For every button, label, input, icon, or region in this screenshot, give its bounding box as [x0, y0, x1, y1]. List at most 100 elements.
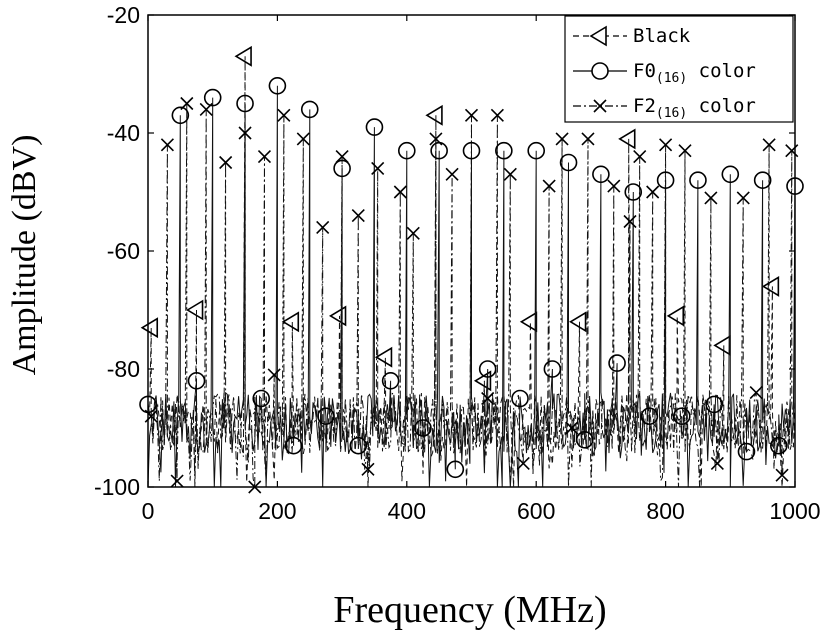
marker-s2-33 [689, 171, 707, 189]
marker-s3-43 [785, 144, 799, 158]
marker-s3-27 [542, 179, 556, 193]
marker-s3-2 [160, 138, 174, 152]
marker-s3-9 [257, 150, 272, 164]
marker-s1-5 [328, 305, 347, 327]
marker-s2-38 [770, 436, 788, 455]
marker-s3-40 [749, 386, 763, 400]
y-tick-label-5: -100 [94, 474, 140, 500]
marker-s2-9 [300, 100, 319, 119]
legend-label-3: F2(16) color [633, 95, 756, 121]
series-line-2 [147, 85, 796, 488]
x-tick-label-6: 1000 [769, 498, 820, 524]
marker-s3-20 [429, 132, 443, 146]
marker-s3-17 [371, 161, 385, 175]
marker-s1-10 [568, 311, 587, 333]
marker-s2-26 [575, 430, 594, 449]
marker-s2-27 [592, 165, 610, 184]
marker-s3-42 [775, 468, 789, 482]
y-tick-label-1: -20 [107, 2, 140, 28]
marker-s3-19 [406, 226, 420, 240]
x-axis-title: Frequency (MHz) [333, 589, 606, 631]
marker-s3-5 [199, 102, 213, 116]
marker-s3-24 [490, 108, 504, 122]
marker-s3-13 [316, 220, 330, 234]
marker-s2-12 [349, 436, 368, 455]
marker-s1-12 [666, 305, 685, 327]
marker-s2-22 [511, 389, 529, 408]
marker-s3-18 [393, 185, 407, 199]
marker-s2-10 [317, 407, 335, 426]
marker-s3-32 [623, 214, 637, 229]
x-tick-label-3: 400 [388, 498, 426, 524]
x-tick-label-5: 800 [646, 498, 684, 524]
marker-s2-21 [495, 141, 513, 160]
marker-s3-33 [633, 150, 647, 164]
x-tick-label-1: 0 [142, 498, 155, 524]
marker-s2-3 [187, 371, 206, 390]
marker-s3-28 [555, 132, 569, 146]
marker-s3-29 [565, 421, 579, 435]
y-tick-label-4: -80 [107, 356, 140, 382]
marker-s2-5 [236, 94, 254, 113]
legend-label-main-2: F0 [633, 60, 656, 82]
marker-s3-26 [516, 456, 530, 470]
marker-s2-31 [656, 171, 675, 189]
marker-s2-7 [268, 77, 287, 95]
x-tick-label-2: 200 [258, 498, 296, 524]
marker-s2-20 [478, 360, 497, 378]
marker-s3-30 [581, 132, 595, 146]
marker-s2-30 [640, 407, 659, 426]
marker-s3-23 [481, 391, 495, 406]
marker-s1-3 [234, 45, 252, 67]
marker-s3-4 [180, 96, 194, 111]
marker-s3-12 [296, 132, 310, 146]
marker-s1-1 [140, 317, 159, 339]
legend-label-suffix-3: color [687, 95, 756, 117]
marker-s2-24 [543, 360, 562, 378]
y-axis-title: Amplitude (dBV) [6, 135, 43, 376]
legend-marker-1 [589, 25, 607, 47]
marker-s2-28 [608, 354, 626, 372]
marker-s2-25 [559, 153, 578, 172]
marker-s2-8 [284, 436, 303, 455]
marker-s3-25 [503, 167, 517, 181]
marker-s3-31 [607, 179, 621, 193]
marker-s3-35 [659, 138, 673, 152]
marker-s3-41 [762, 138, 776, 152]
marker-s3-1 [144, 409, 158, 423]
legend-label-2: F0(16) color [633, 60, 756, 86]
y-tick-label-2: -40 [107, 120, 140, 146]
marker-s1-7 [425, 104, 443, 126]
marker-s2-37 [753, 171, 772, 189]
marker-s3-3 [170, 474, 184, 488]
marker-s2-4 [203, 88, 222, 107]
marker-s1-6 [374, 346, 393, 368]
series-line-1 [147, 56, 796, 488]
marker-s3-36 [678, 144, 692, 158]
marker-s2-2 [171, 106, 190, 125]
marker-s3-38 [710, 456, 724, 470]
marker-s2-32 [672, 407, 691, 426]
marker-s2-14 [381, 371, 400, 390]
marker-s2-34 [705, 395, 723, 414]
marker-s3-10 [267, 368, 281, 382]
marker-s1-11 [618, 128, 636, 150]
marker-s1-14 [761, 275, 780, 297]
legend-label-1: Black [633, 25, 691, 47]
marker-s2-18 [446, 460, 465, 479]
legend-label-sub-2: (16) [656, 71, 687, 86]
marker-s2-15 [397, 141, 416, 160]
marker-s2-23 [527, 141, 546, 160]
marker-s2-13 [365, 118, 384, 136]
y-tick-label-3: -60 [107, 238, 140, 264]
marker-s3-7 [238, 126, 252, 140]
marker-s1-2 [185, 299, 204, 321]
x-tick-label-4: 600 [517, 498, 555, 524]
marker-s2-19 [462, 141, 481, 160]
legend-marker-3 [593, 99, 607, 113]
marker-s1-4 [281, 311, 300, 333]
marker-s3-37 [704, 191, 718, 205]
marker-s2-35 [721, 165, 740, 184]
